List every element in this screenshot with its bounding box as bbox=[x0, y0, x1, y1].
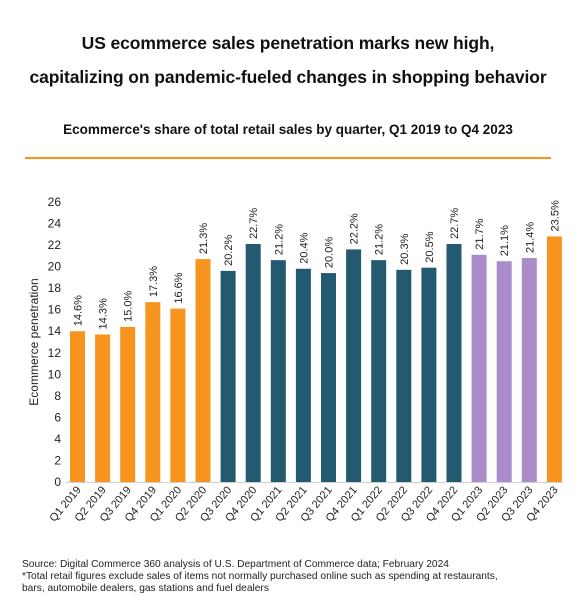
bar bbox=[371, 260, 387, 482]
bar bbox=[195, 259, 211, 482]
data-label: 21.2% bbox=[374, 224, 386, 255]
data-label: 21.2% bbox=[273, 224, 285, 255]
data-label: 20.5% bbox=[424, 231, 436, 262]
bar bbox=[170, 308, 186, 482]
data-label: 22.2% bbox=[349, 213, 361, 244]
data-label: 23.5% bbox=[549, 200, 561, 231]
data-label: 22.7% bbox=[248, 208, 260, 239]
y-tick-label: 4 bbox=[54, 432, 61, 446]
y-tick-label: 8 bbox=[54, 389, 61, 403]
y-tick-label: 14 bbox=[48, 324, 62, 338]
bar bbox=[95, 334, 111, 482]
bar bbox=[546, 236, 562, 482]
data-label: 14.3% bbox=[98, 298, 110, 329]
bar bbox=[471, 254, 487, 482]
source-note: Source: Digital Commerce 360 analysis of… bbox=[22, 559, 449, 570]
bar bbox=[270, 260, 286, 482]
bar bbox=[446, 244, 462, 482]
bar bbox=[396, 269, 412, 482]
data-label: 21.7% bbox=[474, 218, 486, 249]
y-tick-label: 12 bbox=[48, 346, 62, 360]
y-tick-label: 10 bbox=[48, 367, 62, 381]
data-label: 21.4% bbox=[524, 222, 536, 253]
y-tick-label: 2 bbox=[54, 453, 61, 467]
y-tick-label: 24 bbox=[48, 217, 62, 231]
footnote-line-2: bars, automobile dealers, gas stations a… bbox=[22, 582, 269, 594]
chart-subtitle: Ecommerce's share of total retail sales … bbox=[63, 122, 513, 137]
data-label: 16.6% bbox=[173, 272, 185, 303]
bar bbox=[321, 273, 336, 482]
data-label: 21.1% bbox=[499, 225, 511, 256]
y-tick-label: 18 bbox=[48, 281, 62, 295]
bar bbox=[346, 249, 362, 482]
bar-chart: Ecommerce penetration0246810121416182022… bbox=[27, 195, 563, 524]
y-tick-label: 26 bbox=[48, 195, 62, 209]
chart-footer: Source: Digital Commerce 360 analysis of… bbox=[22, 559, 562, 594]
data-label: 20.3% bbox=[399, 233, 411, 264]
data-label: 20.0% bbox=[324, 237, 336, 268]
bar bbox=[70, 331, 85, 482]
bar bbox=[496, 261, 512, 482]
data-label: 20.4% bbox=[298, 232, 310, 263]
y-tick-label: 22 bbox=[48, 238, 62, 252]
bar bbox=[220, 270, 236, 482]
bar bbox=[421, 267, 437, 482]
y-tick-label: 0 bbox=[54, 475, 61, 489]
footnote-line-1: *Total retail figures exclude sales of i… bbox=[22, 570, 498, 582]
data-label: 20.2% bbox=[223, 235, 235, 266]
data-label: 22.7% bbox=[449, 208, 461, 239]
bar bbox=[521, 258, 537, 482]
chart-title-line-2: capitalizing on pandemic-fueled changes … bbox=[29, 67, 547, 87]
y-axis-title: Ecommerce penetration bbox=[27, 278, 41, 405]
chart-title-line-1: US ecommerce sales penetration marks new… bbox=[81, 33, 495, 53]
data-label: 17.3% bbox=[148, 266, 160, 297]
bar bbox=[145, 302, 161, 482]
data-label: 21.3% bbox=[198, 223, 210, 254]
bar bbox=[120, 326, 136, 482]
y-tick-label: 16 bbox=[48, 303, 62, 317]
y-tick-label: 6 bbox=[54, 410, 61, 424]
data-label: 15.0% bbox=[123, 291, 135, 322]
data-label: 14.6% bbox=[73, 295, 85, 326]
bar bbox=[245, 244, 261, 482]
orange-divider bbox=[25, 157, 551, 159]
y-tick-label: 20 bbox=[48, 260, 62, 274]
bar bbox=[295, 268, 311, 482]
